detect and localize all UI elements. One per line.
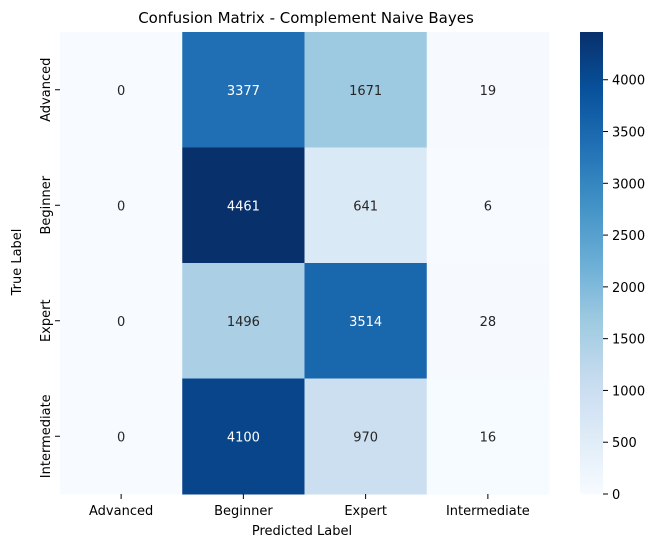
cell-value-label: 4461: [227, 199, 260, 214]
y-axis-ticks: Advanced Beginner Expert Intermediate: [39, 58, 60, 478]
cell-value-label: 0: [117, 430, 125, 445]
cell-value-label: 1671: [349, 84, 382, 99]
heatmap-cell: [60, 378, 183, 495]
colorbar-tick-label: 2000: [612, 281, 645, 296]
cell-value-label: 28: [480, 315, 497, 330]
colorbar-ticks: 0 500 1000 1500 2000 2500 3000 3500 4000: [603, 74, 645, 503]
x-tick-label: Intermediate: [446, 504, 530, 519]
x-tick-label: Advanced: [89, 504, 153, 519]
heatmap-cell: [60, 32, 183, 148]
x-tick-label: Beginner: [214, 504, 273, 519]
colorbar-tick-label: 3000: [612, 177, 645, 192]
heatmap-cell: [182, 378, 305, 495]
colorbar-tick-label: 4000: [612, 74, 645, 89]
cell-value-label: 3514: [349, 315, 382, 330]
heatmap-cell: [182, 32, 305, 148]
cell-value-label: 970: [353, 430, 378, 445]
x-axis-label: Predicted Label: [252, 524, 352, 539]
cell-value-label: 19: [480, 84, 497, 99]
heatmap-cell: [304, 147, 428, 264]
cell-value-label: 3377: [227, 84, 260, 99]
heatmap-cell-labels: 0 3377 1671 19 0 4461 641 6 0 1496 3514 28 0 4100 970 1…: [117, 84, 496, 446]
heatmap-cell: [60, 263, 183, 379]
chart-title: Confusion Matrix - Complement Naive Baye…: [138, 9, 474, 27]
y-tick-label: Expert: [39, 299, 54, 342]
heatmap-cell: [60, 147, 183, 264]
heatmap-cell: [426, 378, 550, 495]
colorbar-tick-label: 1500: [612, 333, 645, 348]
colorbar-tick-label: 2500: [612, 229, 645, 244]
colorbar-tick-label: 3500: [612, 126, 645, 141]
cell-value-label: 0: [117, 199, 125, 214]
cell-value-label: 4100: [227, 430, 260, 445]
x-axis-ticks: Advanced Beginner Expert Intermediate: [89, 494, 530, 519]
heatmap-cell: [182, 263, 305, 379]
heatmap-cell: [304, 263, 428, 379]
cell-value-label: 0: [117, 84, 125, 99]
heatmap-cell: [304, 378, 428, 495]
colorbar-tick-label: 1000: [612, 384, 645, 399]
cell-value-label: 641: [353, 199, 378, 214]
colorbar-tick-label: 500: [612, 436, 637, 451]
x-tick-label: Expert: [344, 504, 387, 519]
y-tick-label: Intermediate: [39, 394, 54, 478]
heatmap-cell: [304, 32, 428, 148]
colorbar-tick-label: 0: [612, 488, 620, 503]
heatmap-cell: [426, 147, 550, 264]
y-axis-label: True Label: [10, 229, 25, 297]
heatmap-cell: [426, 32, 550, 148]
cell-value-label: 6: [484, 199, 492, 214]
colorbar: [580, 32, 603, 494]
cell-value-label: 0: [117, 315, 125, 330]
heatmap-cell: [426, 263, 550, 379]
cell-value-label: 16: [480, 430, 497, 445]
y-tick-label: Advanced: [39, 58, 54, 122]
heatmap-cell: [182, 147, 305, 264]
y-tick-label: Beginner: [39, 175, 54, 234]
cell-value-label: 1496: [227, 315, 260, 330]
heatmap-cells: [60, 32, 550, 495]
